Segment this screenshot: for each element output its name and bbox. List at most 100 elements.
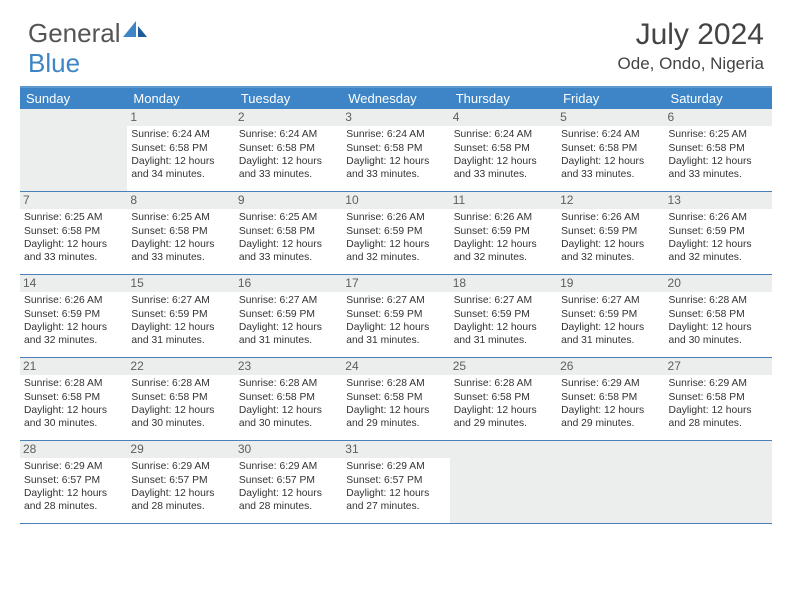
title-block: July 2024 Ode, Ondo, Nigeria bbox=[618, 18, 764, 74]
daylight-line: Daylight: 12 hours and 29 minutes. bbox=[346, 404, 445, 430]
sunset-line: Sunset: 6:59 PM bbox=[454, 225, 553, 238]
day-cell: 13Sunrise: 6:26 AMSunset: 6:59 PMDayligh… bbox=[665, 192, 772, 274]
sunset-line: Sunset: 6:57 PM bbox=[24, 474, 123, 487]
sunrise-line: Sunrise: 6:25 AM bbox=[239, 211, 338, 224]
week-row: 14Sunrise: 6:26 AMSunset: 6:59 PMDayligh… bbox=[20, 275, 772, 358]
day-info: Sunrise: 6:26 AMSunset: 6:59 PMDaylight:… bbox=[561, 211, 660, 264]
day-cell: 16Sunrise: 6:27 AMSunset: 6:59 PMDayligh… bbox=[235, 275, 342, 357]
daylight-line: Daylight: 12 hours and 27 minutes. bbox=[346, 487, 445, 513]
daylight-line: Daylight: 12 hours and 29 minutes. bbox=[454, 404, 553, 430]
day-cell: 8Sunrise: 6:25 AMSunset: 6:58 PMDaylight… bbox=[127, 192, 234, 274]
sunset-line: Sunset: 6:58 PM bbox=[24, 225, 123, 238]
day-number: 23 bbox=[235, 358, 342, 375]
daylight-line: Daylight: 12 hours and 29 minutes. bbox=[561, 404, 660, 430]
weekday-header: Friday bbox=[557, 88, 664, 109]
day-number: 18 bbox=[450, 275, 557, 292]
sunrise-line: Sunrise: 6:29 AM bbox=[131, 460, 230, 473]
day-info: Sunrise: 6:28 AMSunset: 6:58 PMDaylight:… bbox=[131, 377, 230, 430]
daylight-line: Daylight: 12 hours and 33 minutes. bbox=[346, 155, 445, 181]
day-cell: 1Sunrise: 6:24 AMSunset: 6:58 PMDaylight… bbox=[127, 109, 234, 191]
sunset-line: Sunset: 6:58 PM bbox=[454, 391, 553, 404]
day-number: 3 bbox=[342, 109, 449, 126]
sunset-line: Sunset: 6:59 PM bbox=[454, 308, 553, 321]
location: Ode, Ondo, Nigeria bbox=[618, 54, 764, 74]
day-cell: 18 Sunrise: 6:27 AMSunset: 6:59 PMDayligh… bbox=[450, 275, 557, 357]
sunset-line: Sunset: 6:58 PM bbox=[239, 225, 338, 238]
day-number: 10 bbox=[342, 192, 449, 209]
sunset-line: Sunset: 6:59 PM bbox=[239, 308, 338, 321]
day-info: Sunrise: 6:27 AMSunset: 6:59 PMDaylight:… bbox=[561, 294, 660, 347]
sunrise-line: Sunrise: 6:27 AM bbox=[346, 294, 445, 307]
week-row: 21Sunrise: 6:28 AMSunset: 6:58 PMDayligh… bbox=[20, 358, 772, 441]
daylight-line: Daylight: 12 hours and 32 minutes. bbox=[454, 238, 553, 264]
empty-day-cell bbox=[665, 441, 772, 523]
empty-day-cell bbox=[20, 109, 127, 191]
day-number: 2 bbox=[235, 109, 342, 126]
day-number: 20 bbox=[665, 275, 772, 292]
sunset-line: Sunset: 6:58 PM bbox=[131, 391, 230, 404]
daylight-line: Daylight: 12 hours and 28 minutes. bbox=[669, 404, 768, 430]
day-info: Sunrise: 6:24 AMSunset: 6:58 PMDaylight:… bbox=[131, 128, 230, 181]
day-info: Sunrise: 6:25 AMSunset: 6:58 PMDaylight:… bbox=[239, 211, 338, 264]
empty-day-cell bbox=[450, 441, 557, 523]
logo-text-gray: General bbox=[28, 18, 121, 49]
day-number: 22 bbox=[127, 358, 234, 375]
day-cell: 11Sunrise: 6:26 AMSunset: 6:59 PMDayligh… bbox=[450, 192, 557, 274]
month-title: July 2024 bbox=[618, 18, 764, 52]
day-number: 29 bbox=[127, 441, 234, 458]
day-number: 27 bbox=[665, 358, 772, 375]
sunset-line: Sunset: 6:59 PM bbox=[561, 225, 660, 238]
daylight-line: Daylight: 12 hours and 34 minutes. bbox=[131, 155, 230, 181]
day-info: Sunrise: 6:27 AMSunset: 6:59 PMDaylight:… bbox=[131, 294, 230, 347]
daylight-line: Daylight: 12 hours and 31 minutes. bbox=[239, 321, 338, 347]
day-info: Sunrise: 6:24 AMSunset: 6:58 PMDaylight:… bbox=[454, 128, 553, 181]
day-cell: 25Sunrise: 6:28 AMSunset: 6:58 PMDayligh… bbox=[450, 358, 557, 440]
day-info: Sunrise: 6:28 AMSunset: 6:58 PMDaylight:… bbox=[239, 377, 338, 430]
day-cell: 23 Sunrise: 6:28 AMSunset: 6:58 PMDayligh… bbox=[235, 358, 342, 440]
sunrise-line: Sunrise: 6:24 AM bbox=[131, 128, 230, 141]
sunrise-line: Sunrise: 6:28 AM bbox=[669, 294, 768, 307]
day-info: Sunrise: 6:29 AMSunset: 6:57 PMDaylight:… bbox=[239, 460, 338, 513]
day-info: Sunrise: 6:25 AMSunset: 6:58 PMDaylight:… bbox=[24, 211, 123, 264]
sunrise-line: Sunrise: 6:29 AM bbox=[24, 460, 123, 473]
daylight-line: Daylight: 12 hours and 32 minutes. bbox=[669, 238, 768, 264]
day-number: 12 bbox=[557, 192, 664, 209]
weekday-header: Monday bbox=[127, 88, 234, 109]
daylight-line: Daylight: 12 hours and 28 minutes. bbox=[239, 487, 338, 513]
day-info: Sunrise: 6:29 AMSunset: 6:58 PMDaylight:… bbox=[561, 377, 660, 430]
sunset-line: Sunset: 6:59 PM bbox=[346, 225, 445, 238]
day-info: Sunrise: 6:29 AMSunset: 6:58 PMDaylight:… bbox=[669, 377, 768, 430]
sunrise-line: Sunrise: 6:26 AM bbox=[669, 211, 768, 224]
day-number: 24 bbox=[342, 358, 449, 375]
week-row: 1Sunrise: 6:24 AMSunset: 6:58 PMDaylight… bbox=[20, 109, 772, 192]
sunrise-line: Sunrise: 6:28 AM bbox=[239, 377, 338, 390]
day-cell: 30Sunrise: 6:29 AMSunset: 6:57 PMDayligh… bbox=[235, 441, 342, 523]
sunrise-line: Sunrise: 6:25 AM bbox=[669, 128, 768, 141]
daylight-line: Daylight: 12 hours and 33 minutes. bbox=[669, 155, 768, 181]
sunset-line: Sunset: 6:58 PM bbox=[24, 391, 123, 404]
daylight-line: Daylight: 12 hours and 28 minutes. bbox=[24, 487, 123, 513]
day-cell: 14Sunrise: 6:26 AMSunset: 6:59 PMDayligh… bbox=[20, 275, 127, 357]
week-row: 7Sunrise: 6:25 AMSunset: 6:58 PMDaylight… bbox=[20, 192, 772, 275]
daylight-line: Daylight: 12 hours and 30 minutes. bbox=[131, 404, 230, 430]
daylight-line: Daylight: 12 hours and 30 minutes. bbox=[24, 404, 123, 430]
sunset-line: Sunset: 6:57 PM bbox=[131, 474, 230, 487]
day-info: Sunrise: 6:27 AMSunset: 6:59 PMDaylight:… bbox=[454, 294, 553, 347]
day-number: 15 bbox=[127, 275, 234, 292]
sunrise-line: Sunrise: 6:27 AM bbox=[239, 294, 338, 307]
day-number: 17 bbox=[342, 275, 449, 292]
daylight-line: Daylight: 12 hours and 32 minutes. bbox=[24, 321, 123, 347]
sunset-line: Sunset: 6:59 PM bbox=[24, 308, 123, 321]
day-cell: 4Sunrise: 6:24 AMSunset: 6:58 PMDaylight… bbox=[450, 109, 557, 191]
sunrise-line: Sunrise: 6:26 AM bbox=[561, 211, 660, 224]
sunrise-line: Sunrise: 6:24 AM bbox=[346, 128, 445, 141]
sunrise-line: Sunrise: 6:24 AM bbox=[561, 128, 660, 141]
day-number: 19 bbox=[557, 275, 664, 292]
day-cell: 22 Sunrise: 6:28 AMSunset: 6:58 PMDayligh… bbox=[127, 358, 234, 440]
week-row: 28Sunrise: 6:29 AMSunset: 6:57 PMDayligh… bbox=[20, 441, 772, 524]
sunset-line: Sunset: 6:59 PM bbox=[669, 225, 768, 238]
day-cell: 9Sunrise: 6:25 AMSunset: 6:58 PMDaylight… bbox=[235, 192, 342, 274]
daylight-line: Daylight: 12 hours and 31 minutes. bbox=[131, 321, 230, 347]
logo: General bbox=[28, 18, 147, 49]
sunset-line: Sunset: 6:57 PM bbox=[346, 474, 445, 487]
